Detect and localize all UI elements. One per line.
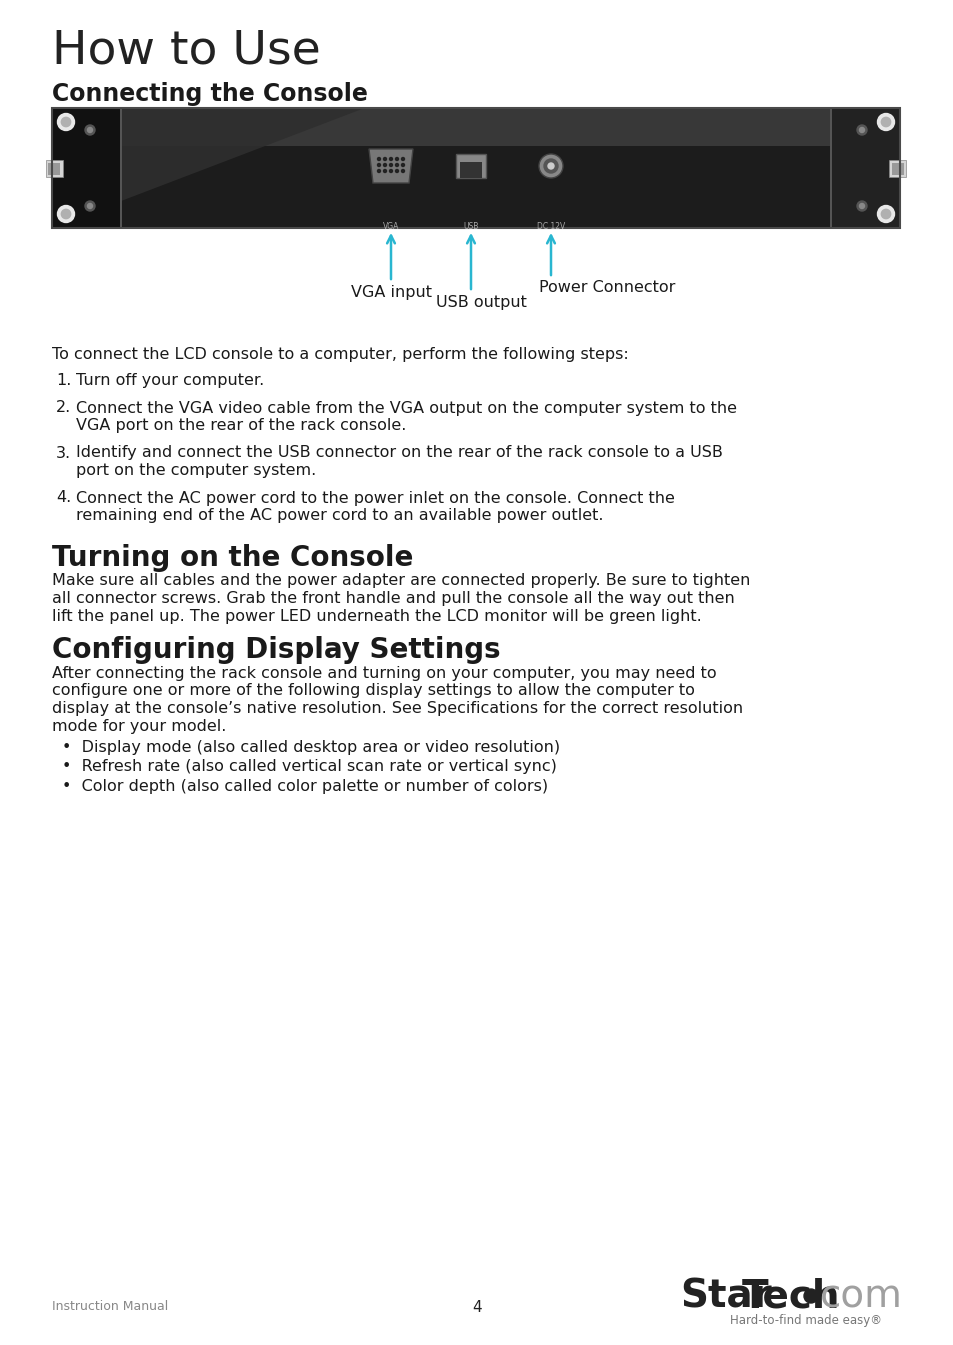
Text: mode for your model.: mode for your model. — [52, 718, 226, 733]
Circle shape — [85, 125, 95, 134]
Bar — [53, 109, 121, 227]
Circle shape — [389, 164, 392, 167]
Circle shape — [88, 203, 92, 208]
Bar — [830, 109, 898, 227]
Circle shape — [383, 157, 386, 160]
Circle shape — [856, 125, 866, 134]
Bar — [891, 163, 903, 175]
Bar — [459, 161, 481, 178]
Circle shape — [57, 113, 74, 130]
Circle shape — [859, 128, 863, 133]
Text: 1.: 1. — [56, 373, 71, 387]
Text: After connecting the rack console and turning on your computer, you may need to: After connecting the rack console and tu… — [52, 666, 716, 681]
Text: Hard-to-find made easy®: Hard-to-find made easy® — [729, 1314, 882, 1328]
Circle shape — [377, 157, 380, 160]
Text: VGA port on the rear of the rack console.: VGA port on the rear of the rack console… — [76, 418, 406, 433]
Text: port on the computer system.: port on the computer system. — [76, 463, 315, 477]
Text: How to Use: How to Use — [52, 28, 320, 73]
Text: 4.: 4. — [56, 491, 71, 506]
Text: all connector screws. Grab the front handle and pull the console all the way out: all connector screws. Grab the front han… — [52, 590, 734, 607]
Bar — [52, 108, 899, 229]
Text: •  Color depth (also called color palette or number of colors): • Color depth (also called color palette… — [62, 779, 548, 794]
Text: USB output: USB output — [436, 295, 526, 309]
Bar — [53, 109, 898, 147]
Circle shape — [85, 200, 95, 211]
Circle shape — [61, 210, 71, 219]
Circle shape — [88, 128, 92, 133]
Circle shape — [383, 169, 386, 172]
Circle shape — [881, 210, 890, 219]
Text: Turning on the Console: Turning on the Console — [52, 543, 413, 572]
Text: Tech: Tech — [741, 1278, 840, 1315]
Text: 2.: 2. — [56, 401, 71, 416]
Text: Turn off your computer.: Turn off your computer. — [76, 373, 264, 387]
Circle shape — [859, 203, 863, 208]
Text: VGA input: VGA input — [351, 285, 432, 300]
Circle shape — [377, 164, 380, 167]
Bar — [120, 109, 122, 227]
Bar — [829, 109, 831, 227]
Text: 3.: 3. — [56, 445, 71, 460]
Circle shape — [547, 163, 554, 169]
Circle shape — [543, 159, 558, 174]
Text: com: com — [820, 1278, 902, 1315]
Text: DC 12V: DC 12V — [537, 222, 564, 231]
Text: lift the panel up. The power LED underneath the LCD monitor will be green light.: lift the panel up. The power LED underne… — [52, 608, 701, 624]
Text: VGA: VGA — [382, 222, 398, 231]
Bar — [888, 160, 905, 178]
Text: Instruction Manual: Instruction Manual — [52, 1301, 168, 1313]
Polygon shape — [53, 109, 361, 227]
Circle shape — [395, 157, 398, 160]
Circle shape — [803, 1289, 817, 1303]
Circle shape — [856, 200, 866, 211]
Text: display at the console’s native resolution. See Specifications for the correct r: display at the console’s native resoluti… — [52, 701, 742, 716]
Circle shape — [877, 206, 894, 222]
Text: Power Connector: Power Connector — [538, 280, 675, 295]
Text: Connect the VGA video cable from the VGA output on the computer system to the: Connect the VGA video cable from the VGA… — [76, 401, 737, 416]
Bar — [52, 108, 899, 229]
Circle shape — [377, 169, 380, 172]
Circle shape — [401, 157, 404, 160]
Text: To connect the LCD console to a computer, perform the following steps:: To connect the LCD console to a computer… — [52, 347, 628, 362]
Circle shape — [877, 113, 894, 130]
Text: Make sure all cables and the power adapter are connected properly. Be sure to ti: Make sure all cables and the power adapt… — [52, 573, 750, 589]
Circle shape — [395, 169, 398, 172]
Text: remaining end of the AC power cord to an available power outlet.: remaining end of the AC power cord to an… — [76, 508, 603, 523]
Text: •  Refresh rate (also called vertical scan rate or vertical sync): • Refresh rate (also called vertical sca… — [62, 760, 557, 775]
Circle shape — [401, 164, 404, 167]
Text: •  Display mode (also called desktop area or video resolution): • Display mode (also called desktop area… — [62, 740, 559, 755]
Bar — [48, 163, 60, 175]
Text: 4: 4 — [472, 1301, 481, 1315]
Text: Star: Star — [679, 1278, 771, 1315]
Circle shape — [389, 169, 392, 172]
Circle shape — [881, 117, 890, 126]
Polygon shape — [369, 149, 413, 183]
Circle shape — [389, 157, 392, 160]
Bar — [46, 160, 63, 178]
Text: Connect the AC power cord to the power inlet on the console. Connect the: Connect the AC power cord to the power i… — [76, 491, 674, 506]
Text: Configuring Display Settings: Configuring Display Settings — [52, 636, 500, 664]
Circle shape — [383, 164, 386, 167]
Text: Connecting the Console: Connecting the Console — [52, 82, 368, 106]
Circle shape — [395, 164, 398, 167]
Circle shape — [61, 117, 71, 126]
Text: USB: USB — [463, 222, 478, 231]
Circle shape — [401, 169, 404, 172]
Circle shape — [57, 206, 74, 222]
Text: Identify and connect the USB connector on the rear of the rack console to a USB: Identify and connect the USB connector o… — [76, 445, 722, 460]
Text: configure one or more of the following display settings to allow the computer to: configure one or more of the following d… — [52, 683, 694, 698]
Circle shape — [538, 153, 562, 178]
Bar — [456, 153, 485, 178]
